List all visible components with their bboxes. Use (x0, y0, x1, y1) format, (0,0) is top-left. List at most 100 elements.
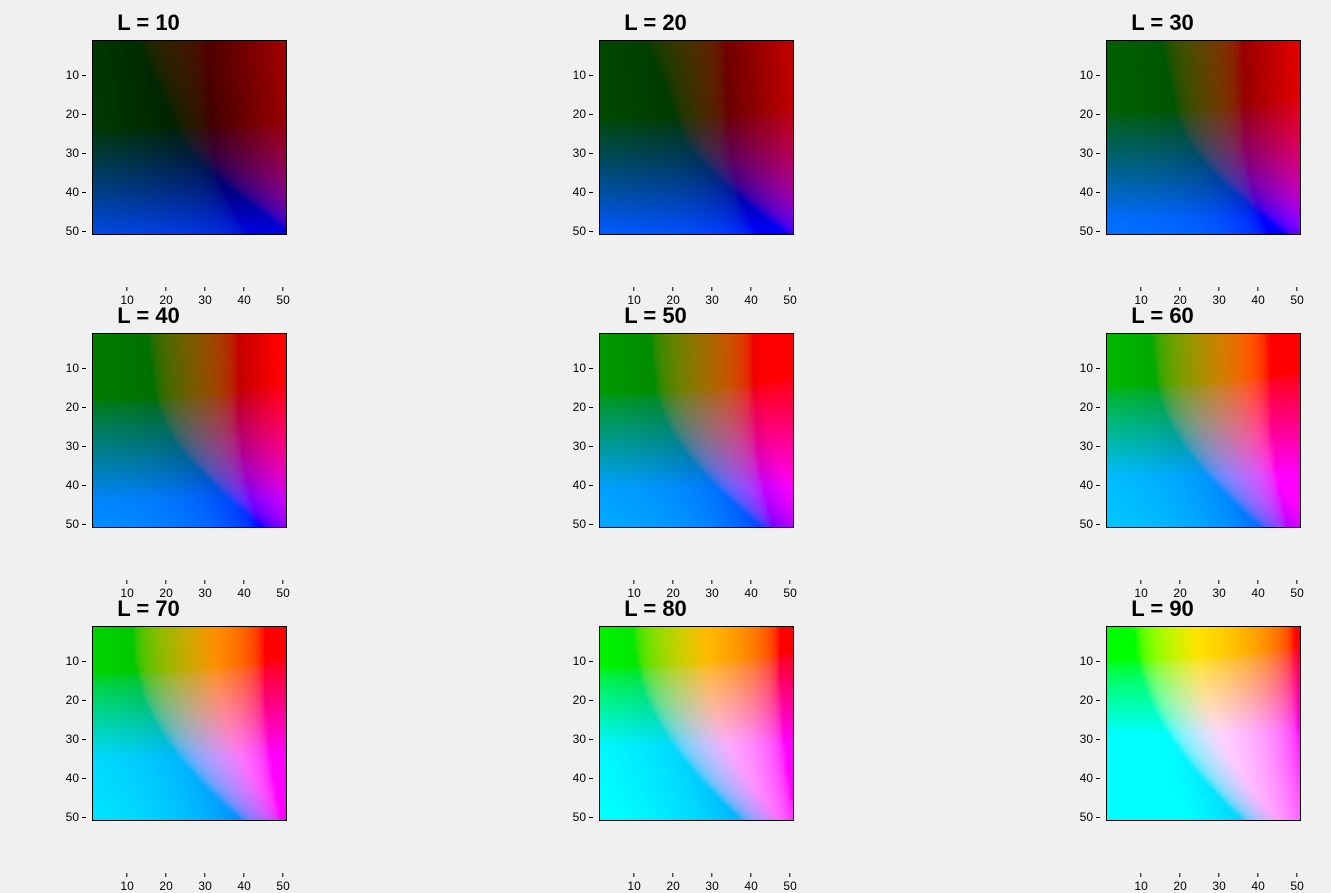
y-tick: 40 (573, 185, 593, 199)
subplot-4: L = 40 1020304050 1020304050 (10, 303, 287, 576)
subplot-2: L = 20 1020304050 1020304050 (517, 10, 794, 283)
y-tick: 30 (1080, 732, 1100, 746)
y-tick: 10 (66, 361, 86, 375)
y-tick: 10 (573, 361, 593, 375)
plot-area: 1020304050 1020304050 (1106, 333, 1301, 576)
y-tick: 40 (1080, 478, 1100, 492)
plot-area: 1020304050 1020304050 (92, 40, 287, 283)
x-tick: 50 (1290, 873, 1303, 893)
y-tick: 20 (1080, 107, 1100, 121)
plot-area: 1020304050 1020304050 (599, 626, 794, 869)
plot-area: 1020304050 1020304050 (92, 626, 287, 869)
lab-heatmap (599, 626, 794, 821)
y-tick: 20 (573, 400, 593, 414)
plot-wrap: 1020304050 1020304050 (1024, 626, 1301, 869)
subplot-7: L = 70 1020304050 1020304050 (10, 596, 287, 869)
y-tick: 30 (66, 146, 86, 160)
x-tick: 20 (666, 873, 679, 893)
y-tick: 30 (66, 439, 86, 453)
subplot-title: L = 90 (1131, 596, 1194, 622)
lab-heatmap (1106, 40, 1301, 235)
y-tick: 50 (66, 810, 86, 824)
y-tick: 10 (1080, 361, 1100, 375)
y-tick: 10 (1080, 654, 1100, 668)
plot-area: 1020304050 1020304050 (1106, 40, 1301, 283)
y-tick: 40 (66, 771, 86, 785)
lab-heatmap (92, 40, 287, 235)
y-tick: 10 (66, 68, 86, 82)
x-tick: 10 (627, 873, 640, 893)
subplot-title: L = 80 (624, 596, 687, 622)
y-tick: 10 (66, 654, 86, 668)
y-tick: 30 (66, 732, 86, 746)
y-tick: 50 (1080, 224, 1100, 238)
y-tick: 30 (573, 146, 593, 160)
lab-heatmap (599, 40, 794, 235)
y-tick: 50 (573, 810, 593, 824)
y-tick: 20 (573, 693, 593, 707)
plot-area: 1020304050 1020304050 (1106, 626, 1301, 869)
y-tick: 40 (1080, 185, 1100, 199)
x-tick: 50 (783, 873, 796, 893)
plot-wrap: 1020304050 1020304050 (10, 333, 287, 576)
x-tick: 30 (705, 873, 718, 893)
subplot-title: L = 10 (117, 10, 180, 36)
y-tick: 30 (1080, 439, 1100, 453)
subplot-title: L = 20 (624, 10, 687, 36)
y-tick: 20 (573, 107, 593, 121)
y-tick: 20 (1080, 400, 1100, 414)
y-tick: 20 (66, 400, 86, 414)
plot-wrap: 1020304050 1020304050 (10, 626, 287, 869)
subplot-1: L = 10 1020304050 1020304050 (10, 10, 287, 283)
lab-heatmap (1106, 626, 1301, 821)
lab-heatmap (1106, 333, 1301, 528)
plot-wrap: 1020304050 1020304050 (1024, 333, 1301, 576)
plot-wrap: 1020304050 1020304050 (1024, 40, 1301, 283)
x-tick: 20 (1173, 873, 1186, 893)
lab-heatmap (599, 333, 794, 528)
x-tick: 10 (1134, 873, 1147, 893)
subplot-8: L = 80 1020304050 1020304050 (517, 596, 794, 869)
subplot-title: L = 40 (117, 303, 180, 329)
y-tick: 10 (573, 654, 593, 668)
x-tick: 10 (120, 873, 133, 893)
plot-wrap: 1020304050 1020304050 (517, 626, 794, 869)
y-tick: 50 (573, 224, 593, 238)
x-tick: 30 (198, 873, 211, 893)
y-tick: 40 (1080, 771, 1100, 785)
plot-wrap: 1020304050 1020304050 (517, 40, 794, 283)
subplot-grid: L = 10 1020304050 1020304050 L = 20 1020… (0, 0, 1331, 879)
x-tick: 20 (159, 873, 172, 893)
subplot-5: L = 50 1020304050 1020304050 (517, 303, 794, 576)
y-tick: 10 (573, 68, 593, 82)
subplot-title: L = 70 (117, 596, 180, 622)
y-tick: 50 (66, 224, 86, 238)
y-tick: 20 (66, 107, 86, 121)
x-tick: 40 (1251, 873, 1264, 893)
y-tick: 40 (66, 185, 86, 199)
plot-area: 1020304050 1020304050 (92, 333, 287, 576)
y-tick: 10 (1080, 68, 1100, 82)
subplot-3: L = 30 1020304050 1020304050 (1024, 10, 1301, 283)
plot-wrap: 1020304050 1020304050 (517, 333, 794, 576)
lab-heatmap (92, 333, 287, 528)
y-tick: 40 (573, 771, 593, 785)
y-tick: 30 (573, 439, 593, 453)
y-tick: 20 (1080, 693, 1100, 707)
subplot-title: L = 50 (624, 303, 687, 329)
subplot-title: L = 60 (1131, 303, 1194, 329)
y-tick: 40 (573, 478, 593, 492)
y-tick: 30 (1080, 146, 1100, 160)
y-tick: 30 (573, 732, 593, 746)
x-tick: 30 (1212, 873, 1225, 893)
y-tick: 50 (1080, 517, 1100, 531)
y-tick: 50 (1080, 810, 1100, 824)
plot-area: 1020304050 1020304050 (599, 333, 794, 576)
y-tick: 40 (66, 478, 86, 492)
x-tick: 40 (237, 873, 250, 893)
subplot-9: L = 90 1020304050 1020304050 (1024, 596, 1301, 869)
y-tick: 20 (66, 693, 86, 707)
y-tick: 50 (66, 517, 86, 531)
plot-wrap: 1020304050 1020304050 (10, 40, 287, 283)
lab-heatmap (92, 626, 287, 821)
